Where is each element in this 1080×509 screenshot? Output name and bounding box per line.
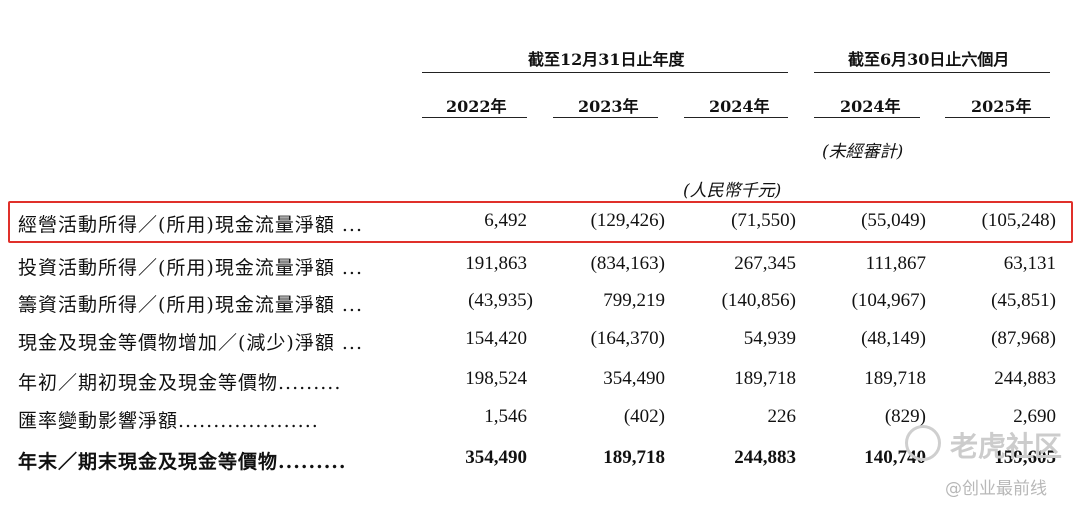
cell-value: 226 (767, 406, 797, 427)
year-header-2023: 2023年 (578, 97, 639, 116)
cell-value: (48,149) (861, 328, 926, 349)
cell-value-total: 244,883 (734, 447, 796, 468)
watermark-brand: 老虎社区 (950, 430, 1063, 463)
cell-value: 2,690 (1013, 406, 1056, 427)
cell-value: 244,883 (994, 368, 1056, 389)
cell-value: 189,718 (734, 368, 796, 389)
cell-value: 111,867 (865, 253, 926, 274)
cell-value: 154,420 (465, 328, 527, 349)
row-label-opening-balance: 年初／期初現金及現金等價物......... (18, 372, 342, 394)
cell-value: (402) (623, 406, 665, 427)
currency-unit-note: (人民幣千元) (683, 181, 782, 201)
cell-value: (834,163) (590, 253, 665, 274)
watermark-logo-icon (905, 425, 941, 461)
cell-value: 6,492 (484, 210, 527, 231)
cell-value: 198,524 (465, 368, 527, 389)
cell-value: (164,370) (590, 328, 665, 349)
cell-value: 63,131 (1003, 253, 1056, 274)
unaudited-note: (未經審計) (822, 142, 904, 162)
cell-value-total: 159,605 (994, 447, 1056, 468)
cell-value: (55,049) (861, 210, 926, 231)
year-rule (553, 117, 658, 118)
year-rule (814, 117, 920, 118)
year-header-2022: 2022年 (446, 97, 507, 116)
row-label-fx-effect: 匯率變動影響淨額.................... (18, 410, 319, 432)
cell-value: (43,935) (468, 290, 533, 311)
cell-value-total: 189,718 (603, 447, 665, 468)
header-group-rule-fy (422, 72, 788, 73)
watermark-handle: @创业最前线 (945, 479, 1047, 499)
row-highlight-box (8, 201, 1073, 243)
cell-value: (129,426) (590, 210, 665, 231)
cell-value: (104,967) (851, 290, 926, 311)
year-rule (684, 117, 788, 118)
cell-value: (829) (884, 406, 926, 427)
row-label-closing-balance: 年末／期末現金及現金等價物......... (18, 451, 347, 473)
year-rule (945, 117, 1050, 118)
cell-value: (71,550) (731, 210, 796, 231)
cell-value: (105,248) (981, 210, 1056, 231)
row-label-investing: 投資活動所得／(所用)現金流量淨額 ... (18, 257, 363, 279)
cell-value: 267,345 (734, 253, 796, 274)
cell-value: (87,968) (991, 328, 1056, 349)
row-label-financing: 籌資活動所得／(所用)現金流量淨額 ... (18, 294, 363, 316)
year-header-2024: 2024年 (709, 97, 770, 116)
header-group-rule-6m (814, 72, 1050, 73)
cell-value: 191,863 (465, 253, 527, 274)
row-label-operating: 經營活動所得／(所用)現金流量淨額 ... (18, 214, 363, 236)
cell-value: 189,718 (864, 368, 926, 389)
header-group-fiscal-year: 截至12月31日止年度 (528, 50, 685, 69)
year-rule (422, 117, 527, 118)
row-label-net-change: 現金及現金等價物增加／(減少)淨額 ... (18, 332, 363, 354)
cell-value: 354,490 (603, 368, 665, 389)
cell-value: (140,856) (721, 290, 796, 311)
year-header-2025-h1: 2025年 (971, 97, 1032, 116)
cell-value: (45,851) (991, 290, 1056, 311)
cell-value-total: 354,490 (465, 447, 527, 468)
header-group-six-months: 截至6月30日止六個月 (848, 50, 1010, 69)
cell-value: 799,219 (603, 290, 665, 311)
year-header-2024-h1: 2024年 (840, 97, 901, 116)
cell-value: 1,546 (484, 406, 527, 427)
cell-value: 54,939 (743, 328, 796, 349)
